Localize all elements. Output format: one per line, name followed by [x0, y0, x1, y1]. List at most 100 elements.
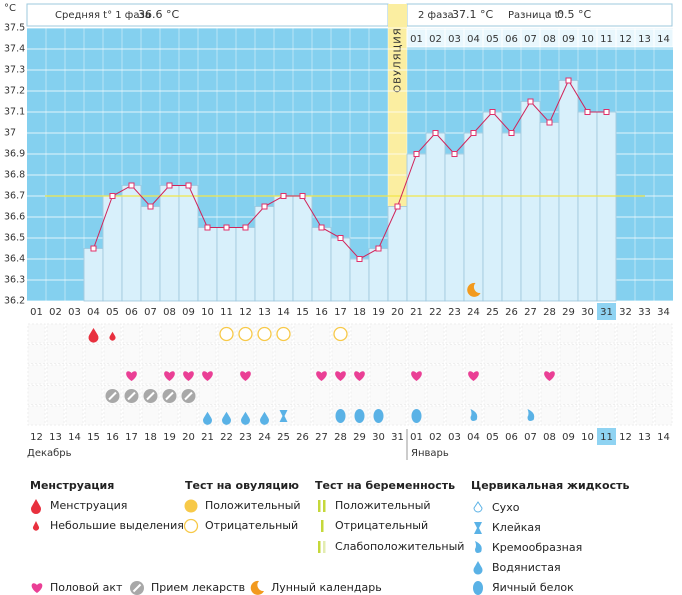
y-tick-label: 36.7	[4, 191, 25, 202]
legend-item: Водянистая	[492, 561, 561, 574]
date-label: 29	[353, 432, 366, 443]
x-tick-label: 02	[49, 307, 62, 318]
event-cell	[312, 385, 331, 405]
bar	[178, 185, 199, 302]
bar	[596, 111, 617, 302]
bar	[311, 227, 332, 302]
plot: ОВУЛЯЦИЯ 01 02 03 04 05 06 07 08 09 10 11 12 13 14 37.5…	[4, 4, 674, 460]
y-tick-label: 36.4	[4, 254, 25, 265]
temp-point	[546, 119, 553, 126]
bar	[254, 206, 275, 302]
event-cell	[103, 405, 122, 426]
event-cell	[84, 344, 103, 364]
cf-eggwhite	[411, 409, 422, 423]
event-cell	[502, 405, 521, 426]
legend-item: Положительный	[205, 499, 301, 512]
cf-sticky	[279, 410, 288, 422]
event-cell	[540, 405, 559, 426]
x-tick-label: 33	[638, 307, 651, 318]
event-cell	[331, 344, 350, 364]
bar	[121, 185, 142, 302]
dpo-label: 08	[543, 34, 556, 45]
date-label: 23	[239, 432, 252, 443]
legend-title: Тест на беременность	[315, 479, 455, 492]
pill-line	[127, 391, 136, 401]
event-cell	[331, 385, 350, 405]
event-cell	[179, 323, 198, 344]
date-label: 12	[30, 432, 43, 443]
ovulation-test	[219, 326, 234, 342]
event-cell	[27, 323, 46, 344]
x-tick-label: 01	[30, 307, 43, 318]
date-label: 25	[277, 432, 290, 443]
event-cell	[217, 344, 236, 364]
bar	[216, 227, 237, 302]
event-cell	[160, 405, 179, 426]
legend-item: Слабоположительный	[335, 540, 464, 553]
event-cell	[407, 323, 426, 344]
spotting	[109, 331, 116, 341]
event-cell	[293, 364, 312, 385]
y-tick-label: 36.9	[4, 149, 25, 160]
date-label: 11	[600, 432, 613, 443]
ovulation-test	[333, 326, 348, 342]
event-cell	[521, 323, 540, 344]
pill-line	[165, 391, 174, 401]
event-cell	[597, 344, 616, 364]
event-cell	[274, 385, 293, 405]
x-tick-label: 20	[391, 307, 404, 318]
temp-point	[584, 109, 591, 115]
event-cell	[559, 385, 578, 405]
event-cell	[293, 323, 312, 344]
event-cell	[635, 385, 654, 405]
intercourse	[544, 371, 555, 381]
date-label: 13	[638, 432, 651, 443]
bar	[273, 195, 294, 302]
event-cell	[426, 405, 445, 426]
x-tick-label: 04	[87, 307, 100, 318]
date-label: 03	[448, 432, 461, 443]
event-cell	[46, 385, 65, 405]
phase1-label: Средняя t° 1 фаза	[55, 10, 151, 21]
x-tick-label: 26	[505, 307, 518, 318]
date-label: 20	[182, 432, 195, 443]
event-cell	[483, 323, 502, 344]
bar	[520, 101, 541, 302]
legend-item: Кремообразная	[492, 541, 582, 554]
event-cell	[616, 323, 635, 344]
date-label: 24	[258, 432, 271, 443]
intercourse	[335, 371, 346, 381]
intercourse	[411, 371, 422, 381]
temp-point	[375, 245, 382, 252]
event-cell	[559, 323, 578, 344]
event-cell	[483, 364, 502, 385]
temp-point	[90, 245, 97, 252]
event-cell	[578, 344, 597, 364]
legend-icon	[473, 581, 483, 595]
event-cell	[84, 364, 103, 385]
event-cell	[65, 385, 84, 405]
event-cell	[179, 344, 198, 364]
x-tick-label: 29	[562, 307, 575, 318]
event-cell	[578, 364, 597, 385]
bar	[425, 132, 446, 302]
month-label: Декабрь	[27, 448, 72, 459]
event-cell	[198, 385, 217, 405]
event-cell	[27, 364, 46, 385]
date-label: 05	[486, 432, 499, 443]
event-cell	[616, 405, 635, 426]
event-cell	[559, 344, 578, 364]
date-label: 17	[125, 432, 138, 443]
temp-point	[451, 151, 458, 157]
bar	[368, 248, 389, 302]
event-cell	[369, 385, 388, 405]
event-cell	[540, 385, 559, 405]
temp-point	[242, 224, 249, 231]
event-cell	[293, 385, 312, 405]
temp-point	[299, 193, 306, 199]
event-cell	[160, 323, 179, 344]
date-label: 14	[657, 432, 670, 443]
dpo-label: 09	[562, 34, 575, 45]
ovulation-label: ОВУЛЯЦИЯ	[393, 27, 404, 93]
